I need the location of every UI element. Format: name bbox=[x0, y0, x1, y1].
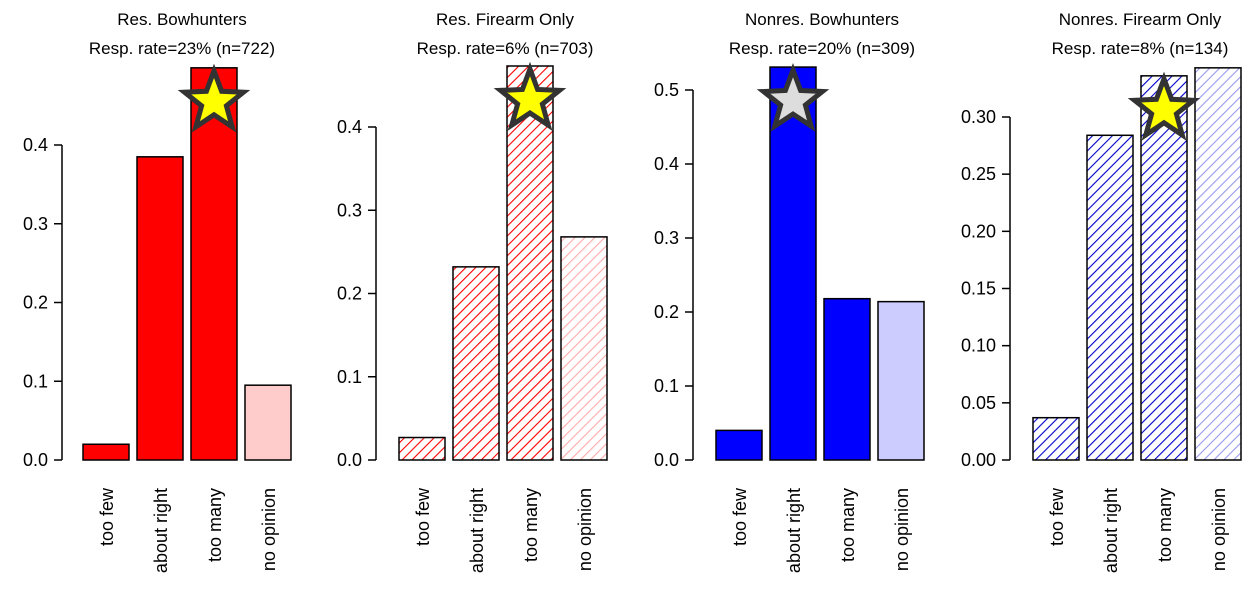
y-tick-label: 0.4 bbox=[654, 154, 679, 174]
category-label: too few bbox=[97, 487, 117, 546]
y-tick-label: 0.05 bbox=[961, 393, 996, 413]
y-tick-label: 0.4 bbox=[337, 117, 362, 137]
bar-no-opinion bbox=[1194, 67, 1242, 461]
bar-about-right bbox=[136, 156, 184, 461]
bar-too-many bbox=[190, 67, 238, 461]
bar-about-right bbox=[1086, 134, 1134, 461]
y-tick-label: 0.10 bbox=[961, 336, 996, 356]
category-label: too few bbox=[730, 487, 750, 546]
category-label: about right bbox=[467, 488, 487, 573]
category-label: too many bbox=[521, 488, 541, 562]
y-tick-label: 0.4 bbox=[23, 135, 48, 155]
chart-subtitle: Resp. rate=6% (n=703) bbox=[417, 39, 594, 58]
category-label: too many bbox=[1155, 488, 1175, 562]
chart-title: Res. Bowhunters bbox=[117, 10, 246, 29]
y-tick-label: 0.1 bbox=[23, 371, 48, 391]
category-label: about right bbox=[784, 488, 804, 573]
bar-about-right bbox=[452, 266, 500, 461]
category-label: about right bbox=[1101, 488, 1121, 573]
star-marker-icon bbox=[177, 63, 251, 133]
y-tick-label: 0.0 bbox=[654, 450, 679, 470]
category-label: too many bbox=[205, 488, 225, 562]
y-tick-label: 0.0 bbox=[337, 450, 362, 470]
chart-title: Nonres. Bowhunters bbox=[745, 10, 899, 29]
y-tick-label: 0.30 bbox=[961, 107, 996, 127]
y-tick-label: 0.2 bbox=[23, 293, 48, 313]
chart-panel-2: Res. Firearm Only Resp. rate=6% (n=703) 0.… bbox=[337, 10, 608, 573]
y-tick-label: 0.00 bbox=[961, 450, 996, 470]
category-label: no opinion bbox=[259, 488, 279, 571]
bar-too-few bbox=[82, 443, 130, 461]
star-marker-icon bbox=[756, 62, 830, 132]
bar-about-right bbox=[769, 66, 817, 461]
y-tick-label: 0.5 bbox=[654, 80, 679, 100]
y-tick-label: 0.2 bbox=[337, 284, 362, 304]
chart-panel-1: Res. Bowhunters Resp. rate=23% (n=722) 0.0… bbox=[23, 10, 292, 573]
bar-too-few bbox=[398, 436, 446, 461]
bar-no-opinion bbox=[244, 384, 292, 461]
y-tick-label: 0.20 bbox=[961, 221, 996, 241]
chart-title: Res. Firearm Only bbox=[436, 10, 574, 29]
category-label: too few bbox=[413, 487, 433, 546]
chart-title: Nonres. Firearm Only bbox=[1059, 10, 1222, 29]
category-label: too few bbox=[1047, 487, 1067, 546]
category-label: no opinion bbox=[892, 488, 912, 571]
y-tick-label: 0.3 bbox=[654, 228, 679, 248]
y-tick-label: 0.25 bbox=[961, 164, 996, 184]
chart-subtitle: Resp. rate=20% (n=309) bbox=[729, 39, 915, 58]
y-tick-label: 0.2 bbox=[654, 302, 679, 322]
bar-too-few bbox=[1032, 416, 1080, 461]
y-tick-label: 0.15 bbox=[961, 279, 996, 299]
bar-too-few bbox=[715, 429, 763, 461]
y-tick-label: 0.3 bbox=[23, 214, 48, 234]
bar-no-opinion bbox=[560, 236, 608, 461]
star-marker-icon bbox=[493, 61, 567, 131]
chart-panel-3: Nonres. Bowhunters Resp. rate=20% (n=309)… bbox=[654, 10, 925, 573]
y-tick-label: 0.3 bbox=[337, 200, 362, 220]
star-marker-icon bbox=[1127, 71, 1201, 141]
category-label: no opinion bbox=[575, 488, 595, 571]
chart-subtitle: Resp. rate=23% (n=722) bbox=[89, 39, 275, 58]
category-label: too many bbox=[838, 488, 858, 562]
y-tick-label: 0.0 bbox=[23, 450, 48, 470]
bar-no-opinion bbox=[877, 300, 925, 461]
category-label: no opinion bbox=[1209, 488, 1229, 571]
category-label: about right bbox=[151, 488, 171, 573]
y-tick-label: 0.1 bbox=[654, 376, 679, 396]
bar-too-many bbox=[1140, 75, 1188, 461]
chart-panel-4: Nonres. Firearm Only Resp. rate=8% (n=134… bbox=[961, 10, 1242, 573]
chart-subtitle: Resp. rate=8% (n=134) bbox=[1052, 39, 1229, 58]
y-tick-label: 0.1 bbox=[337, 367, 362, 387]
bar-too-many bbox=[823, 297, 871, 461]
